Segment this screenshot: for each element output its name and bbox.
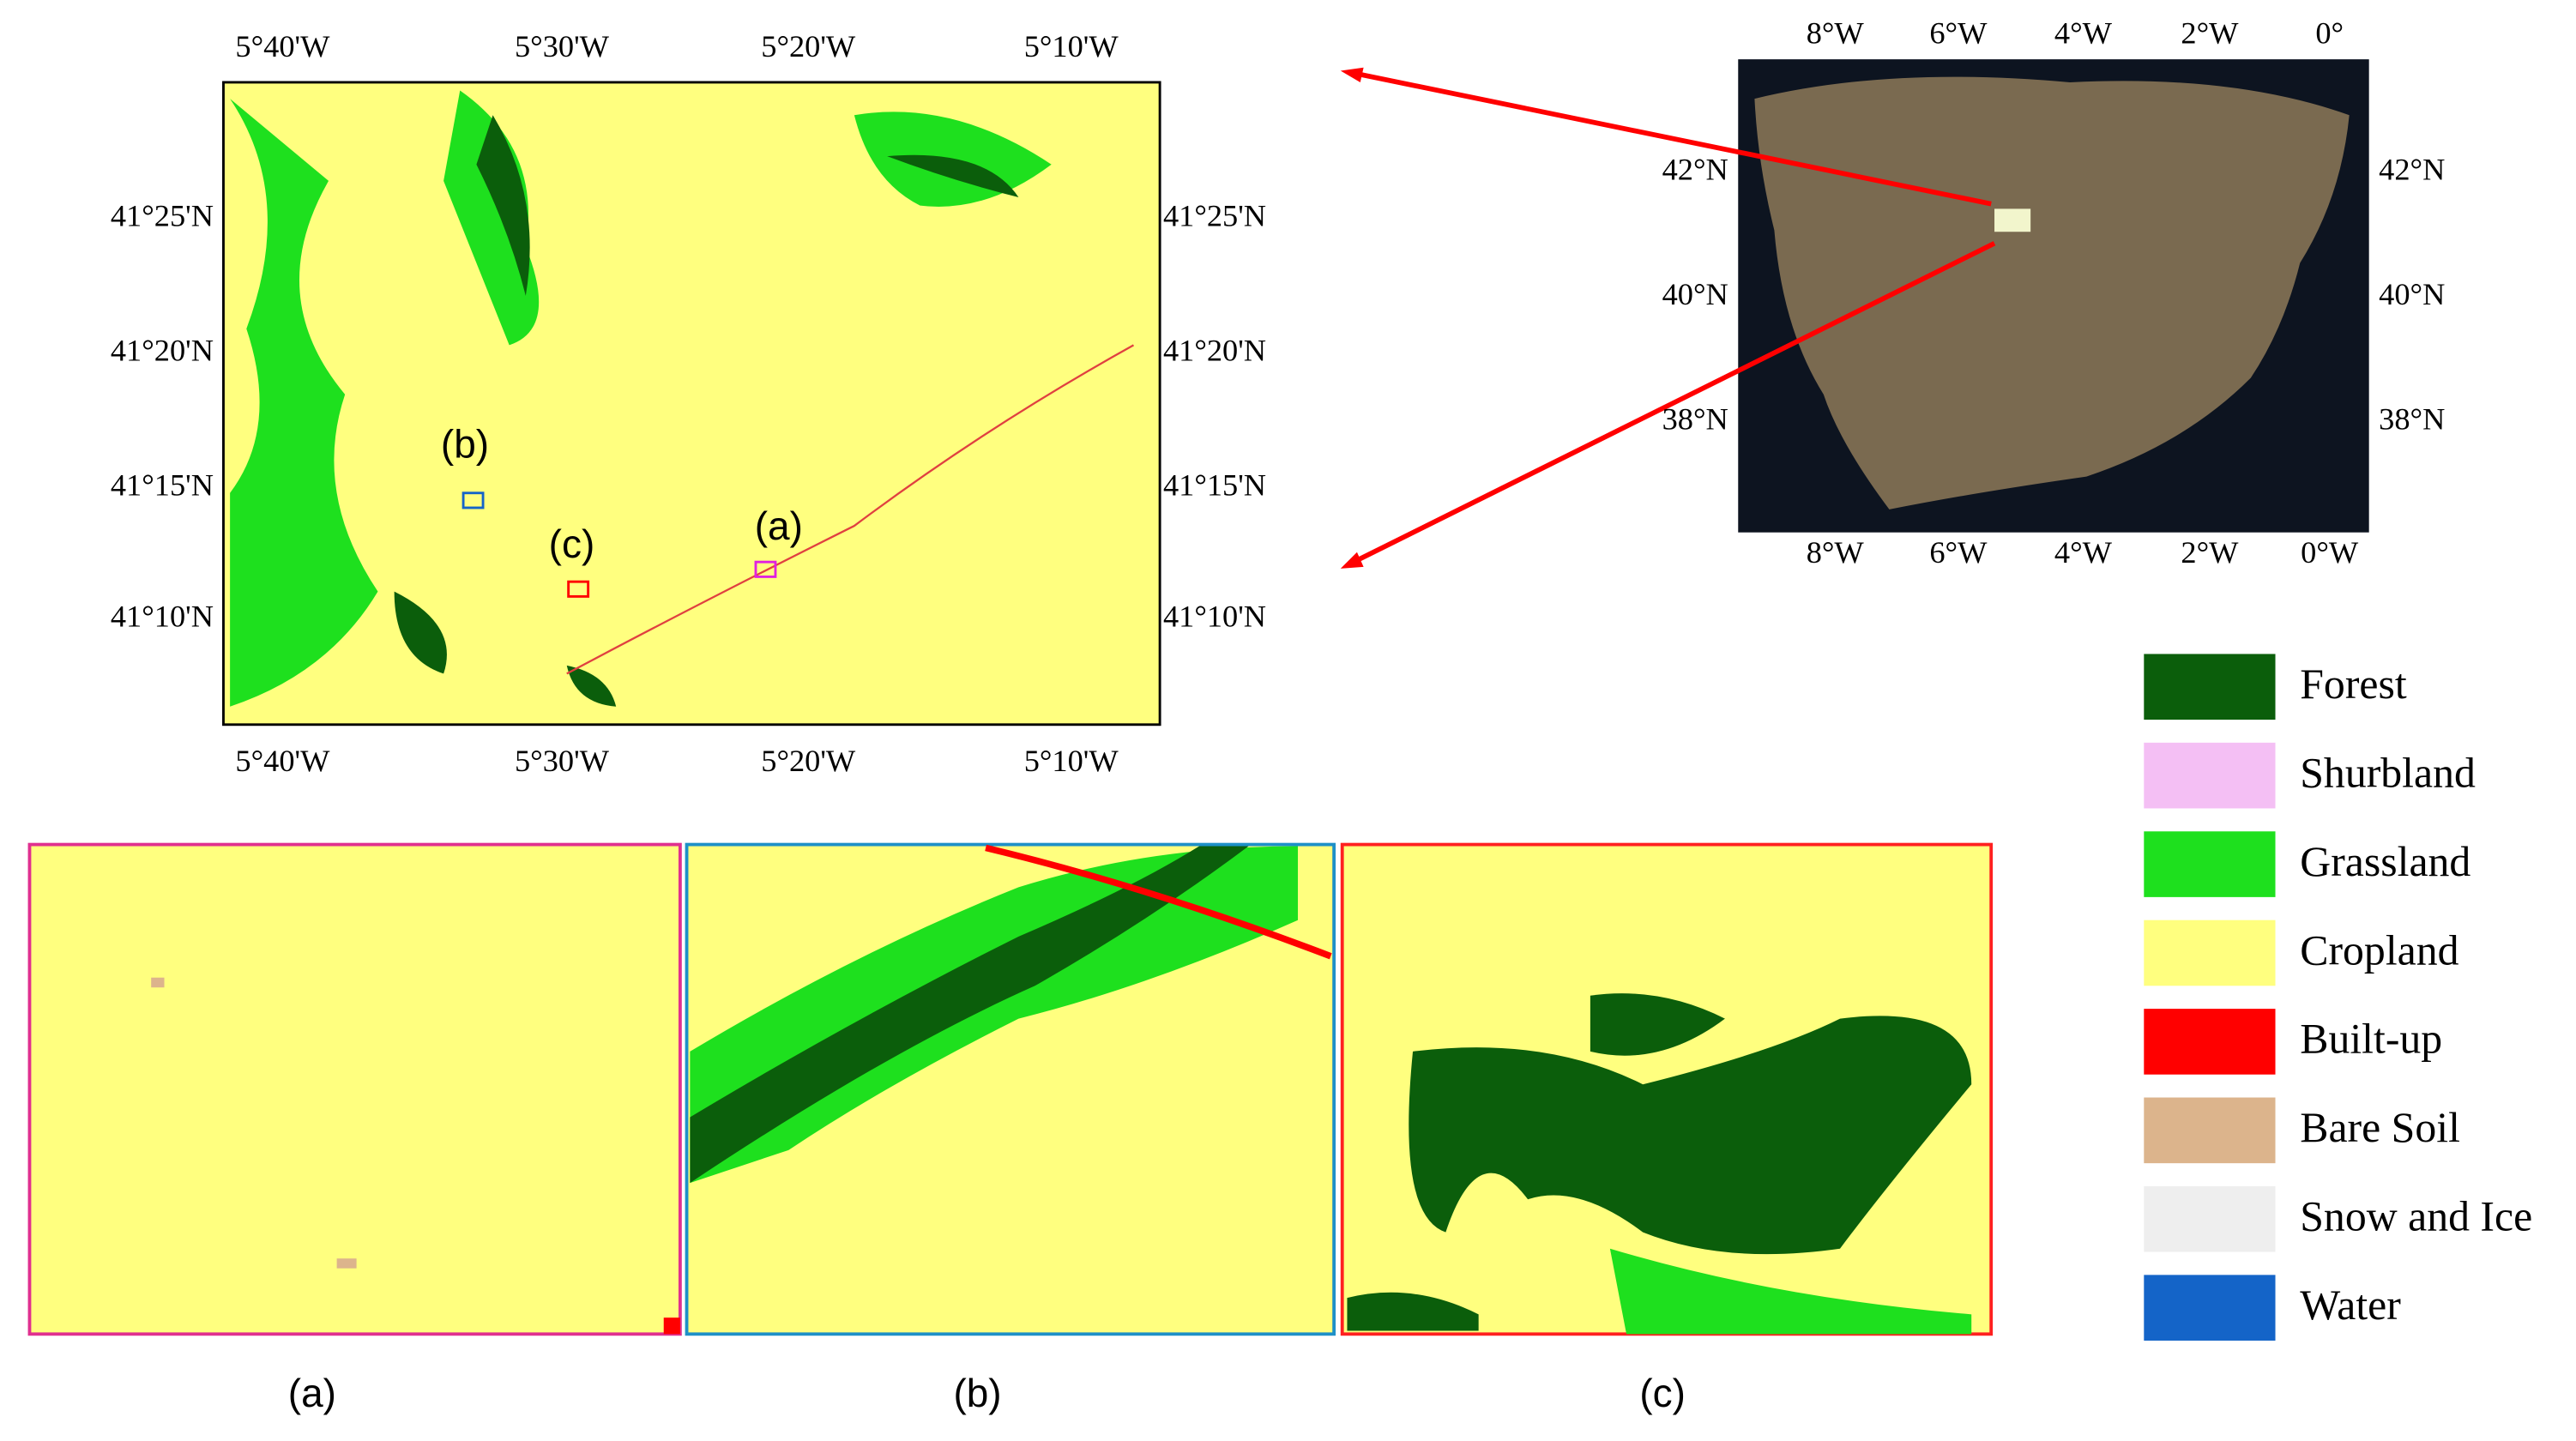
legend-swatch [2144, 1275, 2276, 1341]
legend-swatch [2144, 1009, 2276, 1075]
forest-area [1409, 1016, 1972, 1255]
inset-label: (b) [441, 421, 489, 466]
legend-label: Bare Soil [2300, 1104, 2460, 1151]
legend-label: Forest [2300, 660, 2407, 708]
legend-swatch [2144, 919, 2276, 986]
legend-label: Snow and Ice [2300, 1193, 2532, 1240]
overview-map [1340, 59, 2369, 569]
y-label: 41°25'N [1163, 198, 1266, 232]
x-label: 5°30'W [515, 744, 610, 778]
y-label: 41°15'N [1163, 467, 1266, 502]
x-label: 6°W [1929, 16, 1988, 51]
grassland-area [230, 99, 378, 707]
panel-label: (c) [1639, 1371, 1686, 1415]
inset-box-b [462, 491, 485, 509]
forest-area [566, 665, 617, 707]
inset-box-a [754, 560, 777, 578]
inset-label: (c) [549, 522, 595, 566]
panels [27, 842, 1994, 1336]
forest-area [887, 154, 1019, 198]
arrow-head [1340, 67, 1364, 82]
y-label: 41°15'N [111, 467, 214, 502]
y-label: 41°10'N [111, 600, 214, 634]
x-label: 5°40'W [235, 29, 330, 63]
forest-area [394, 591, 447, 674]
legend-swatch [2144, 654, 2276, 720]
main-map [222, 81, 1161, 727]
road [566, 344, 1135, 675]
forest-area [1590, 993, 1725, 1056]
x-label: 0°W [2301, 535, 2359, 570]
legend-swatch [2144, 1097, 2276, 1164]
x-label: 2°W [2181, 535, 2239, 570]
x-label: 8°W [1807, 16, 1865, 51]
legend-swatch [2144, 1185, 2276, 1252]
builtup-patch [663, 1317, 680, 1335]
y-label: 41°25'N [111, 198, 214, 232]
legend-label: Cropland [2300, 926, 2458, 974]
road [985, 844, 1332, 960]
y-label: 40°N [1662, 277, 1728, 311]
grassland-area [443, 90, 540, 346]
grassland-area [690, 846, 1298, 1184]
y-label: 38°N [1662, 402, 1728, 437]
y-label: 41°20'N [111, 333, 214, 367]
arrow [1348, 241, 1996, 566]
legend-label: Water [2300, 1281, 2401, 1329]
x-label: 8°W [1807, 535, 1865, 570]
x-label: 5°30'W [515, 29, 610, 63]
legend-label: Grassland [2300, 838, 2470, 885]
x-label: 0° [2315, 16, 2344, 51]
x-label: 5°20'W [761, 29, 856, 63]
inset-label: (a) [755, 503, 803, 548]
panel-a [27, 842, 682, 1336]
panel-label: (b) [953, 1371, 1001, 1415]
x-label: 5°10'W [1024, 744, 1119, 778]
x-label: 2°W [2181, 16, 2239, 51]
y-label: 38°N [2379, 402, 2445, 437]
panel-label: (a) [288, 1371, 336, 1415]
legend-swatch [2144, 831, 2276, 897]
y-label: 42°N [2379, 153, 2445, 187]
y-label: 40°N [2379, 277, 2445, 311]
x-label: 4°W [2054, 535, 2113, 570]
soil-patch [151, 977, 165, 988]
x-label: 5°10'W [1024, 29, 1119, 63]
grassland-area [1609, 1248, 1972, 1335]
legend-label: Shurbland [2300, 749, 2476, 796]
forest-area [1347, 1292, 1479, 1331]
arrow-head [1340, 552, 1364, 569]
y-label: 41°10'N [1163, 600, 1266, 634]
x-label: 5°20'W [761, 744, 856, 778]
forest-area [476, 115, 530, 296]
arrow [1349, 69, 1992, 207]
x-label: 4°W [2054, 16, 2113, 51]
inset-box-c [567, 580, 590, 598]
y-label: 41°20'N [1163, 333, 1266, 367]
soil-patch [336, 1258, 357, 1269]
forest-area [690, 846, 1249, 1184]
legend-label: Built-up [2300, 1016, 2442, 1063]
study-area [1994, 208, 2031, 232]
x-label: 5°40'W [235, 744, 330, 778]
x-label: 6°W [1929, 535, 1988, 570]
y-label: 42°N [1662, 153, 1728, 187]
legend-swatch [2144, 742, 2276, 809]
